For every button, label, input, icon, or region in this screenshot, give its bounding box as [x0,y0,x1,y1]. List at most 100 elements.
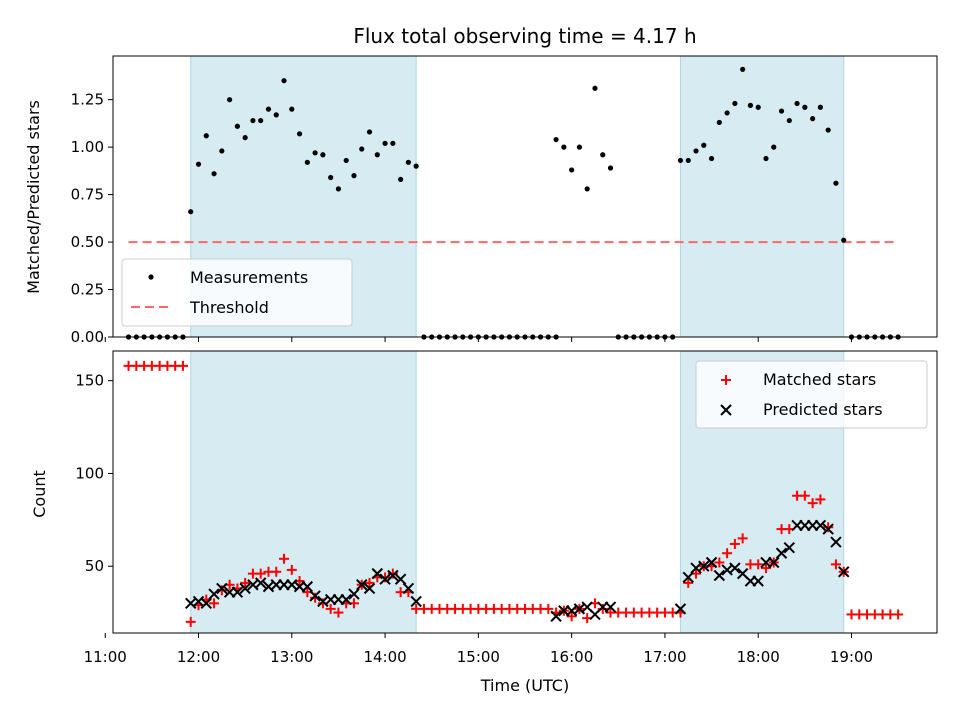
top-x-ticks [104,337,852,342]
measurement-point [398,176,404,183]
measurement-point [328,174,334,181]
measurement-point [755,104,761,110]
predicted-star-point-b [736,567,749,580]
predicted-star-point-b [705,556,718,569]
predicted-star-point [713,569,726,582]
y-tick-label: 0.75 [71,186,104,204]
x-tick-label: 17:00 [643,648,686,666]
measurement-point [716,119,722,126]
predicted-star-point-b [581,601,593,613]
predicted-star-point [682,571,694,584]
measurement-point [607,165,614,171]
matched-star-point [760,563,771,574]
matched-star-point [893,609,904,620]
predicted-star-point-b [262,580,275,593]
predicted-star-point-b [239,582,251,595]
y-tick-label: 100 [75,464,104,482]
measurement-point [289,106,295,112]
predicted-star-point [216,582,228,595]
top-plot-frame [112,55,938,338]
measurement-point [343,157,349,164]
top-legend-box [121,258,353,327]
x-tick-label: 14:00 [363,648,406,666]
measurement-point [771,144,777,150]
measurement-point [584,186,590,192]
predicted-star-point-b [690,562,702,574]
measurement-point [250,117,256,124]
measurement-point [685,157,691,164]
matched-star-point [722,548,733,559]
legend-plus [721,375,731,385]
measurement-point [724,110,730,116]
predicted-star-point-b [348,588,360,600]
measurement-point [320,152,326,158]
matched-star-point [286,564,297,575]
measurement-point [351,173,357,179]
bottom-plot-frame [112,350,938,634]
measurement-point [600,152,606,158]
y-tick-label: 0.25 [71,281,104,299]
predicted-star-point [698,560,710,572]
legend-predicted-marker [720,404,732,416]
matched-star-point [815,494,826,505]
y-tick-label: 1.00 [71,138,104,156]
measurement-point [833,180,839,186]
measurement-point [413,163,419,169]
measurement-point [732,100,738,107]
y-tick-label: 0.50 [71,233,104,251]
predicted-star-point-b [340,593,352,606]
predicted-star-point-b [822,523,834,535]
measurement-point [693,148,699,154]
matched-star-point [807,498,818,509]
predicted-star-point-b [698,560,710,572]
predicted-star-point-b [371,567,384,580]
predicted-star-point-b [550,610,562,623]
measurement-point [561,144,567,150]
predicted-star-point-b [814,519,827,532]
predicted-star-point-b [565,605,578,617]
bottom-legend: Matched stars Predicted stars [695,360,928,429]
measurement-point [374,152,380,158]
predicted-star-point [231,586,244,598]
predicted-star-point-b [729,562,741,574]
predicted-star-point-b [838,566,850,578]
measurement-point [281,78,287,84]
predicted-star-point [410,595,422,608]
bottom-y-axis-label: Count [30,470,49,518]
measurement-point [296,131,303,137]
measurement-point [740,66,746,72]
legend-threshold-label: Threshold [189,298,269,317]
x-axis-label: Time (UTC) [480,676,569,695]
measurement-point [677,157,684,164]
predicted-star-point [705,556,718,569]
predicted-star-point-b [752,575,764,587]
predicted-star-point [348,588,360,600]
matched-star-point [737,533,748,544]
bottom-legend-box [695,360,928,429]
predicted-star-point [239,582,251,595]
measurement-point [227,97,233,103]
matched-star-point [271,566,282,577]
predicted-star-point [830,536,842,548]
bottom-x-ticks: 11:00 12:00 13:00 14:00 15:00 16:00 17:00 18:00… [84,633,873,666]
chart-title: Flux total observing time = 4.17 h [353,24,696,48]
measurement-point [203,133,209,139]
measurement-point [359,146,365,152]
measurement-point [553,136,559,143]
legend-predicted-label: Predicted stars [763,400,883,419]
x-tick-label: 13:00 [270,648,313,666]
predicted-star-point [208,588,220,600]
measurement-point [390,140,396,146]
measurement-point [802,104,808,110]
predicted-star-point [340,593,352,606]
measurement-point [366,129,373,135]
predicted-star-point [814,519,827,532]
x-tick-label: 16:00 [550,648,593,666]
measurement-point [592,85,598,91]
measurement-point [841,237,847,243]
top-y-ticks: 0.00 0.25 0.50 0.75 1.00 1.25 [71,91,113,346]
x-tick-label: 12:00 [177,648,220,666]
legend-matched-marker [721,375,731,385]
predicted-star-point-b [216,582,228,595]
